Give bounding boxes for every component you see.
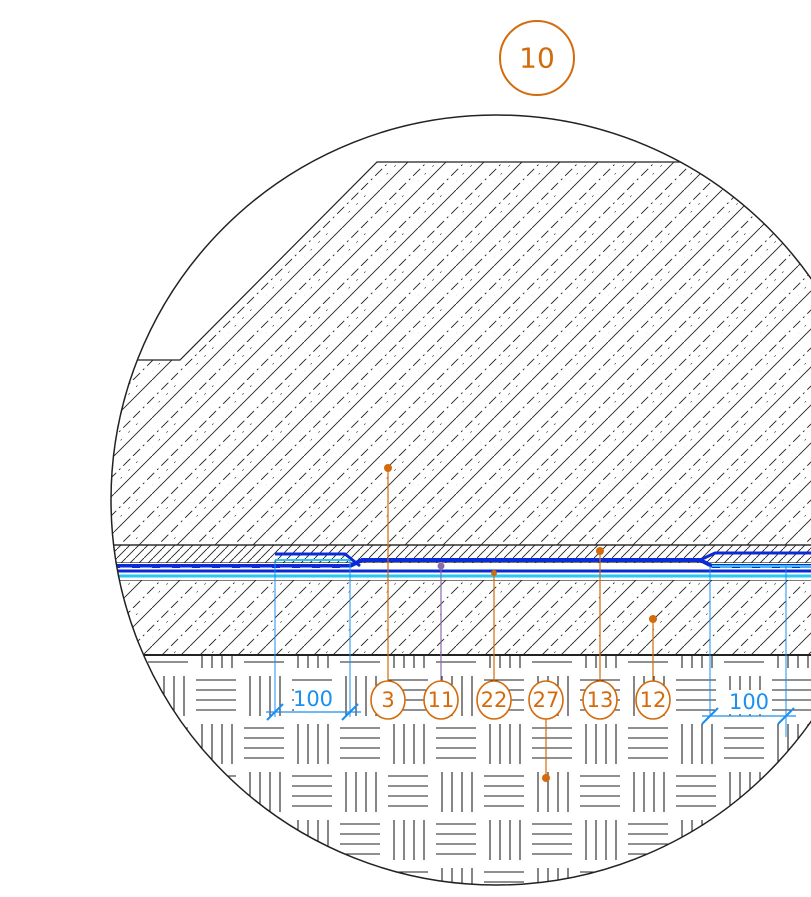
callout-27: 27 (528, 680, 564, 720)
callout-13-label: 13 (587, 688, 614, 712)
callout-22-label: 22 (481, 688, 508, 712)
callout-22: 22 (476, 680, 512, 720)
dimension-right: 100 (701, 690, 796, 725)
detail-number-marker: 10 (499, 20, 575, 96)
lower-slab (111, 579, 811, 656)
dimension-left: 100 (266, 687, 361, 721)
callout-11: 11 (423, 680, 459, 720)
dimension-extensions (274, 560, 787, 737)
dimension-left-value: 100 (293, 687, 333, 711)
callout-12-label: 12 (640, 688, 667, 712)
section-layers (111, 161, 811, 885)
dimension-right-value: 100 (729, 690, 769, 714)
membrane (111, 551, 811, 580)
upper-slab (111, 161, 811, 546)
detail-boundary-circle (110, 114, 811, 886)
callout-leaders (384, 464, 657, 782)
callout-3-label: 3 (381, 688, 394, 712)
callout-3: 3 (370, 680, 406, 720)
callout-13: 13 (582, 680, 618, 720)
callout-27-label: 27 (533, 688, 560, 712)
detail-number: 10 (519, 42, 555, 75)
callout-11-label: 11 (428, 688, 455, 712)
callout-12: 12 (635, 680, 671, 720)
